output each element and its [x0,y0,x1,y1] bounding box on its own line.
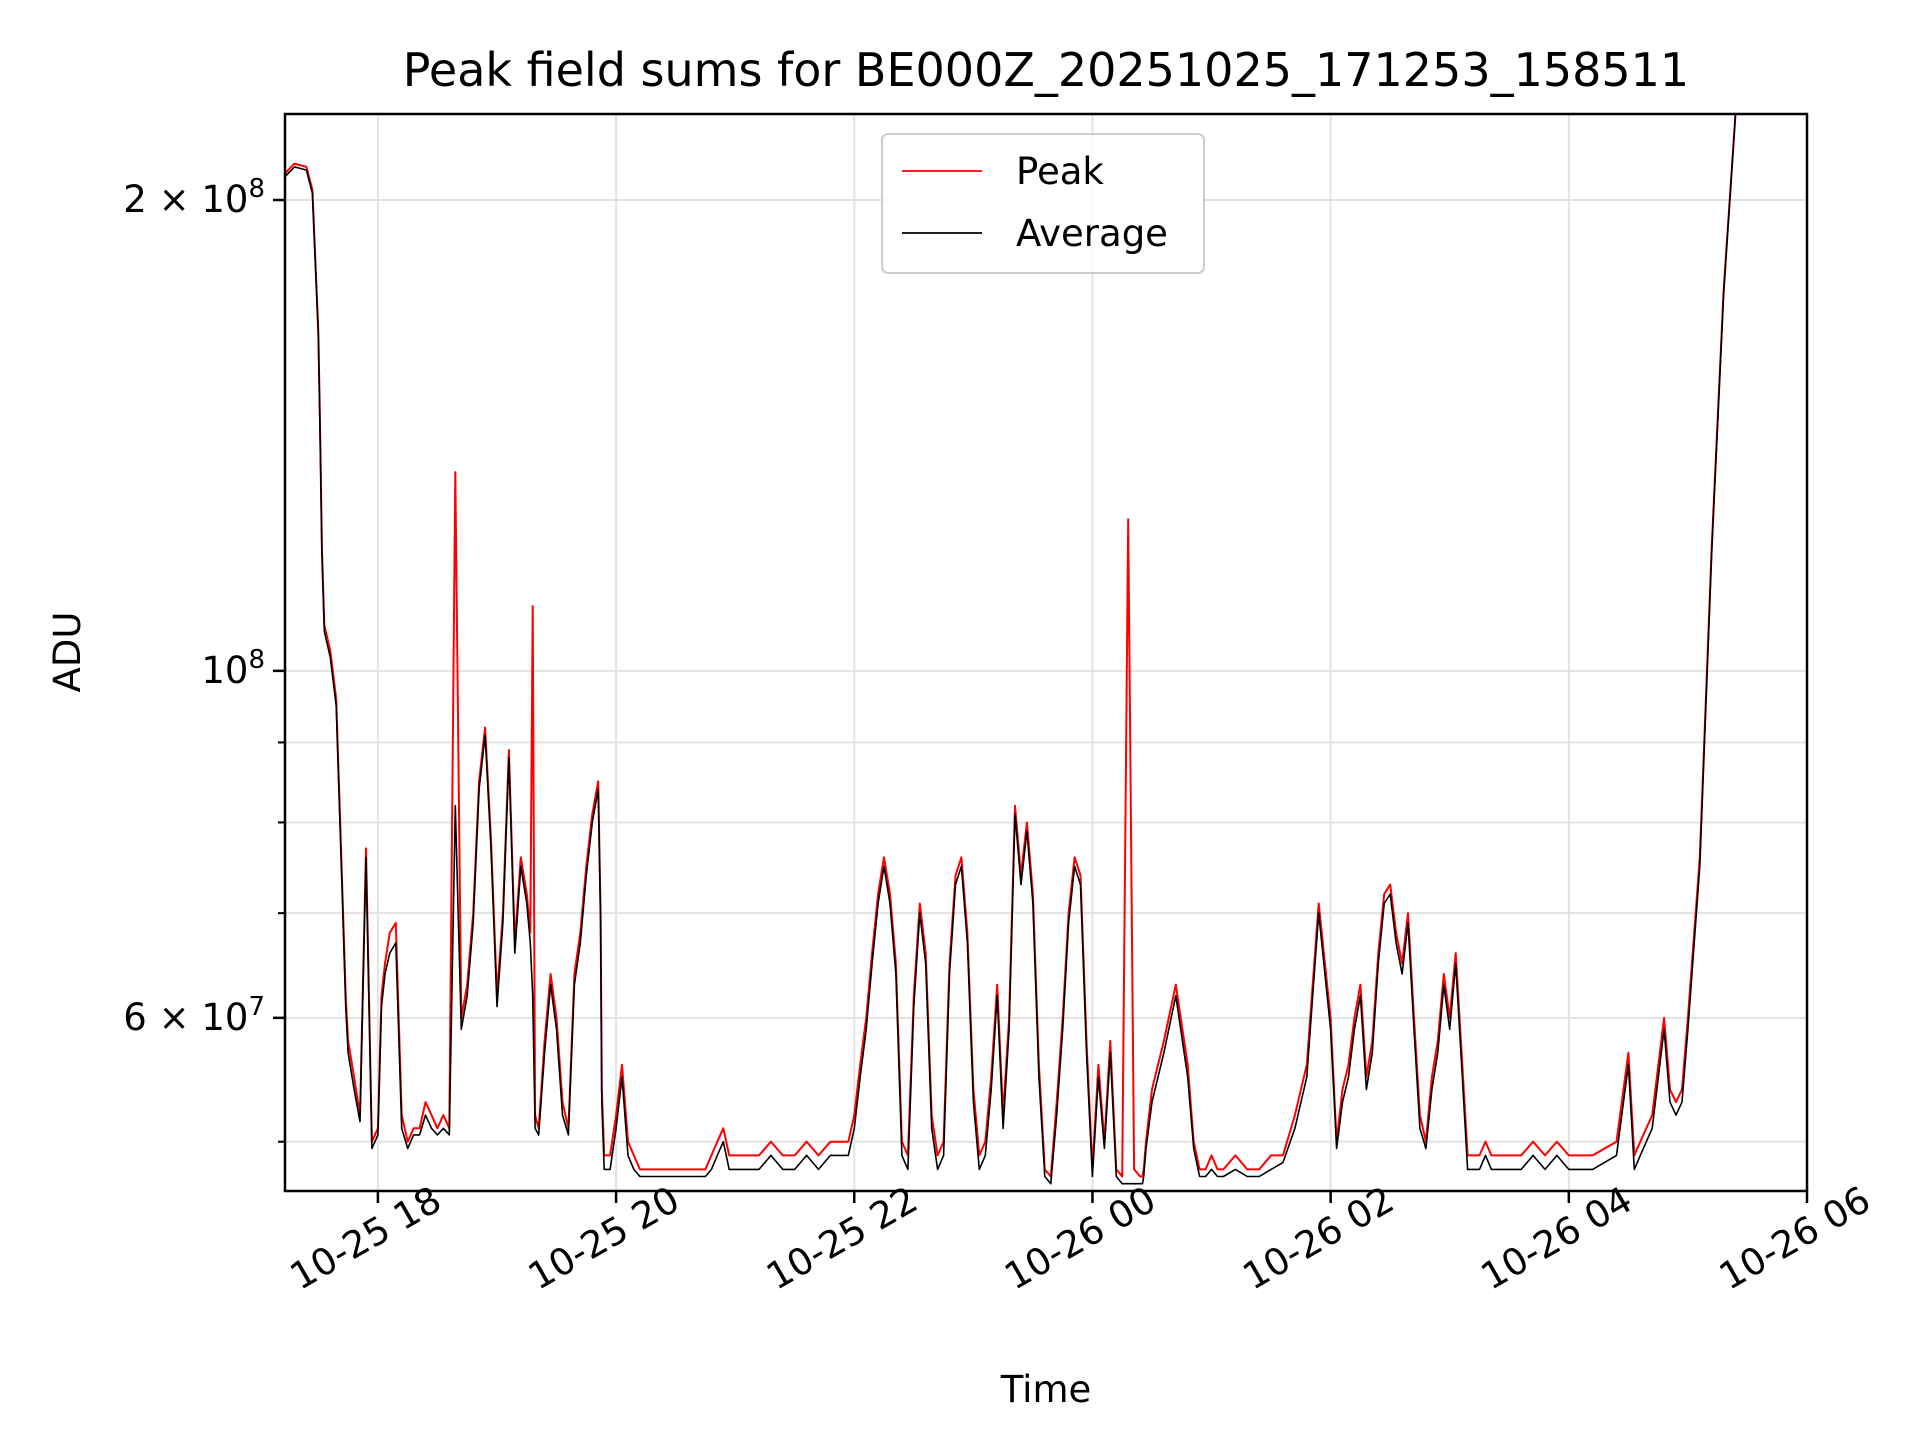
legend-label-peak: Peak [1016,150,1104,193]
y-tick-label: 108 [201,645,265,692]
plot-frame [283,112,1809,1193]
y-axis: 2 × 108 108 6 × 107 [123,174,285,1143]
x-axis-label: Time [1000,1368,1092,1411]
chart-title: Peak field sums for BE000Z_20251025_1712… [403,43,1689,97]
grid [285,114,1808,1191]
y-tick-label: 6 × 107 [123,992,265,1039]
series-line-average [284,113,1737,1185]
y-axis-label: ADU [46,612,89,693]
series-layer [284,113,1737,1185]
legend: Peak Average [881,133,1205,274]
y-tick-label: 2 × 108 [123,174,265,221]
legend-label-average: Average [1016,212,1168,255]
legend-frame [881,133,1205,274]
